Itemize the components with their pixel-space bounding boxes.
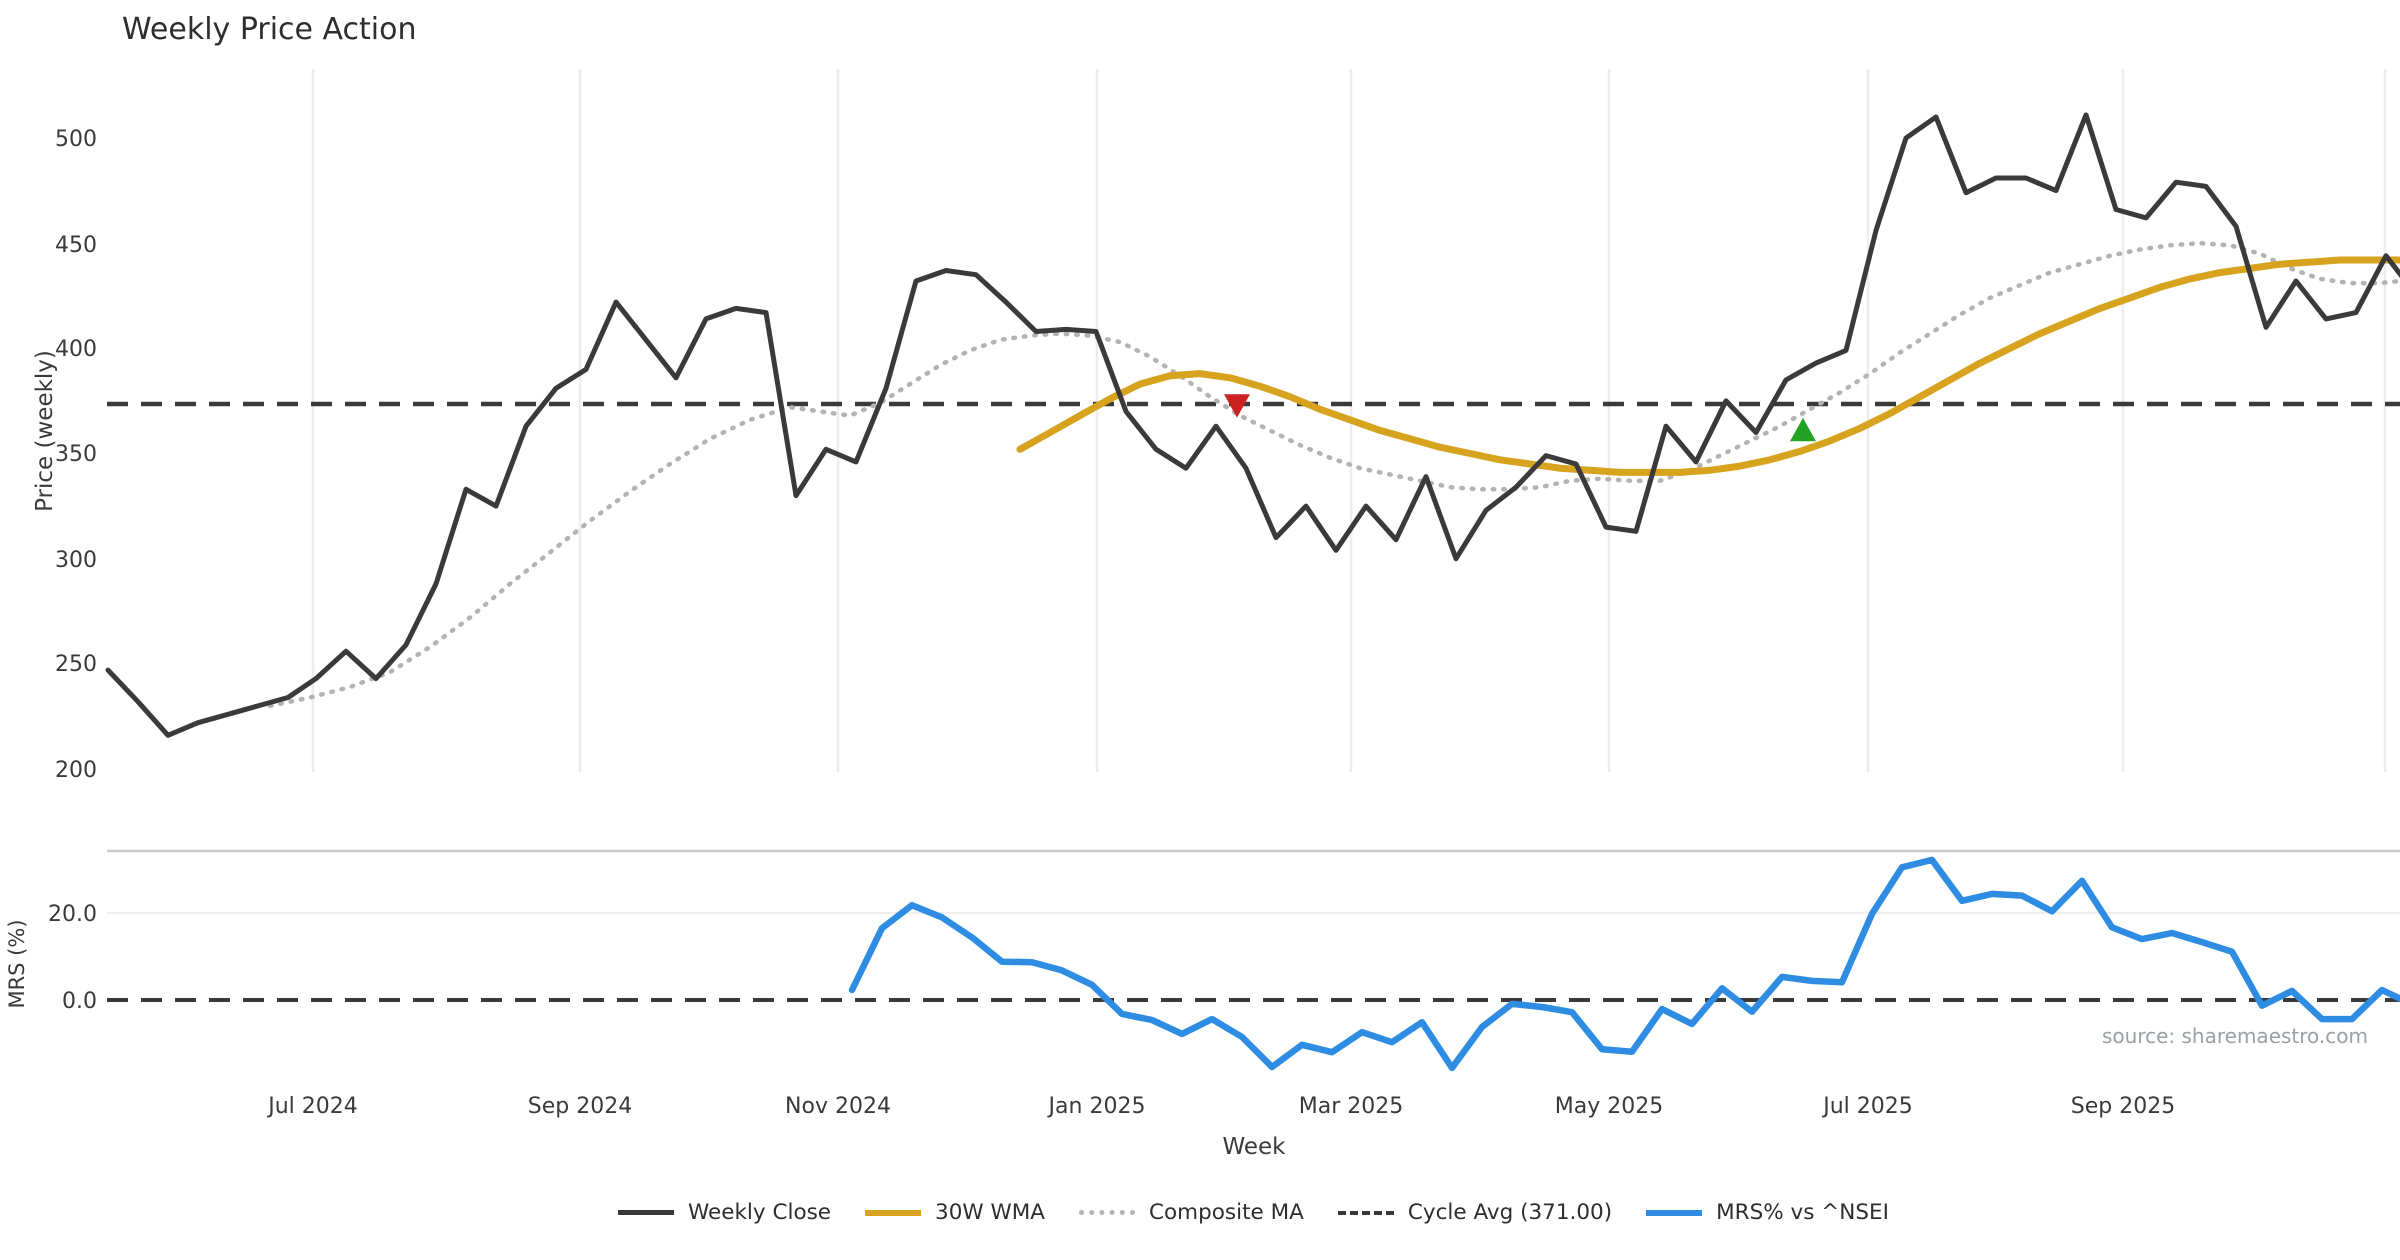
price-tick-label: 200 [55,758,97,783]
mrs-tick-label: 20.0 [48,902,97,927]
mrs-vs-nsei-line [848,856,2400,1072]
price-tick-label: 500 [55,127,97,152]
x-tick-label: Jul 2024 [266,1094,358,1119]
price-tick-label: 400 [55,337,97,362]
legend-item-cycle-avg-371-00-: Cycle Avg (371.00) [1337,1200,1613,1225]
week-axis-label: Week [1222,1134,1286,1160]
price-tick-label: 250 [55,652,97,677]
legend-item-mrs-vs-nsei: MRS% vs ^NSEI [1646,1200,1889,1225]
legend-label: Composite MA [1149,1200,1304,1225]
legend-swatch [1079,1210,1136,1215]
x-tick-label: Nov 2024 [785,1094,891,1119]
legend-swatch [865,1209,922,1216]
price-tick-label: 300 [55,548,97,573]
buy-signal-marker [1790,417,1816,442]
legend-item-30w-wma: 30W WMA [865,1200,1045,1225]
x-tick-label: May 2025 [1555,1094,1663,1119]
legend-label: Weekly Close [688,1200,832,1225]
sell-signal-marker [1224,394,1250,418]
price-tick-label: 350 [55,442,97,467]
x-tick-label: Sep 2025 [2071,1094,2175,1119]
legend-swatch [1646,1209,1703,1216]
legend-item-weekly-close: Weekly Close [618,1200,831,1225]
source-credit: source: sharemaestro.com [2102,1024,2368,1048]
x-tick-label: Jul 2025 [1821,1094,1913,1119]
legend-swatch [618,1210,675,1215]
legend-label: Cycle Avg (371.00) [1407,1200,1613,1225]
x-tick-label: Mar 2025 [1299,1094,1404,1119]
mrs-tick-label: 0.0 [62,989,97,1014]
composite-ma-line [267,240,2400,709]
weekly-close-line [105,112,2400,738]
legend-item-composite-ma: Composite MA [1079,1200,1304,1225]
30w-wma-line [1016,256,2400,476]
legend-label: 30W WMA [935,1200,1046,1225]
legend-label: MRS% vs ^NSEI [1716,1200,1889,1225]
x-tick-label: Jan 2025 [1047,1094,1146,1119]
chart-title: Weekly Price Action [122,12,417,47]
chart-legend: Weekly Close 30W WMA Composite MA Cycle Avg… [107,1200,2400,1225]
price-tick-label: 450 [55,233,97,258]
legend-swatch [1337,1210,1394,1215]
x-tick-label: Sep 2024 [528,1094,632,1119]
